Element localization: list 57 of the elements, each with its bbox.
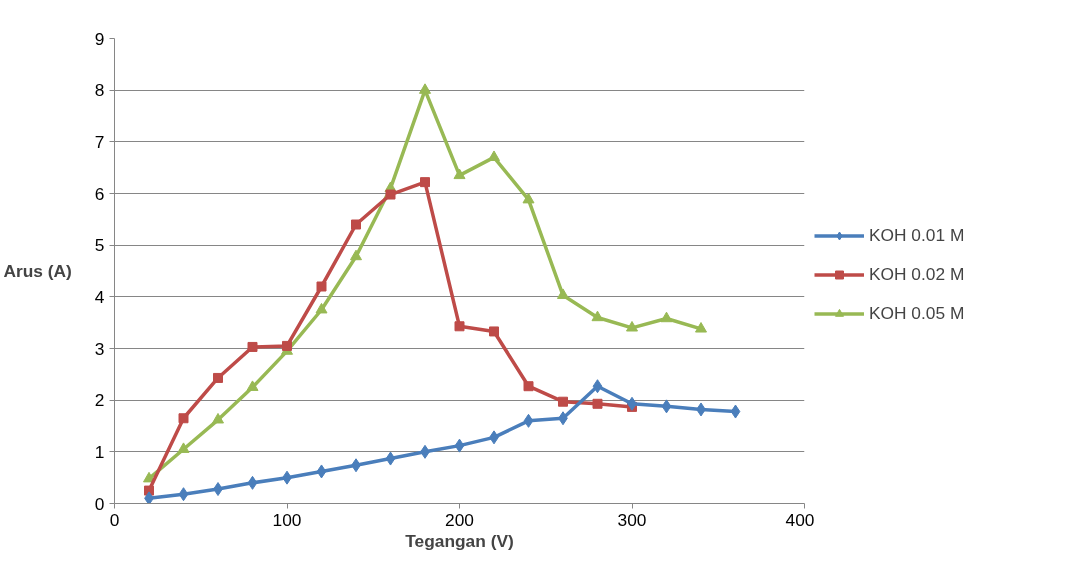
y-tick-label: 7 xyxy=(94,131,105,152)
point xyxy=(488,150,500,162)
point xyxy=(212,412,224,424)
x-tick-label: 400 xyxy=(785,509,815,530)
point xyxy=(454,321,465,332)
point xyxy=(523,381,534,392)
point xyxy=(420,177,430,188)
point xyxy=(247,341,258,352)
point xyxy=(454,438,465,453)
point xyxy=(626,320,638,332)
point xyxy=(315,302,328,314)
x-tick-label: 300 xyxy=(617,509,647,530)
point xyxy=(695,322,707,333)
point xyxy=(177,442,190,453)
point xyxy=(144,491,154,504)
y-tick-label: 6 xyxy=(94,183,105,204)
point xyxy=(247,475,258,490)
point xyxy=(489,326,499,337)
point xyxy=(178,487,189,502)
point xyxy=(178,413,189,424)
y-tick-label: 5 xyxy=(94,235,105,256)
y-tick-label: 2 xyxy=(94,390,105,411)
legend-label: KOH 0.01 M xyxy=(869,224,965,246)
y-tick-label: 3 xyxy=(94,338,105,359)
y-axis-title: Arus (A) xyxy=(3,261,72,281)
y-tick-label: 8 xyxy=(94,80,105,101)
y-tick-label: 0 xyxy=(94,493,105,514)
legend-label: KOH 0.05 M xyxy=(869,302,965,324)
point xyxy=(591,310,604,322)
point xyxy=(557,288,569,299)
point xyxy=(385,189,396,200)
y-tick-label: 9 xyxy=(94,28,105,49)
y-tick-label: 1 xyxy=(94,441,105,462)
point xyxy=(661,399,672,414)
point xyxy=(592,398,603,409)
point xyxy=(592,379,603,394)
point xyxy=(523,413,534,428)
point xyxy=(522,192,535,204)
legend-label: KOH 0.02 M xyxy=(869,263,965,285)
point xyxy=(282,340,292,351)
y-tick-label: 4 xyxy=(94,286,105,307)
x-tick-label: 0 xyxy=(109,509,120,530)
point xyxy=(351,219,361,230)
point xyxy=(453,168,466,180)
point xyxy=(350,249,362,261)
point xyxy=(660,311,673,323)
x-tick-label: 100 xyxy=(272,509,302,530)
point xyxy=(385,451,396,466)
point xyxy=(730,404,741,419)
point xyxy=(316,464,327,479)
point xyxy=(419,83,431,94)
x-axis-title: Tegangan (V) xyxy=(405,530,514,551)
point xyxy=(558,396,568,407)
x-tick-label: 200 xyxy=(445,509,474,530)
point xyxy=(316,281,327,292)
point xyxy=(246,380,259,391)
point xyxy=(213,372,223,383)
